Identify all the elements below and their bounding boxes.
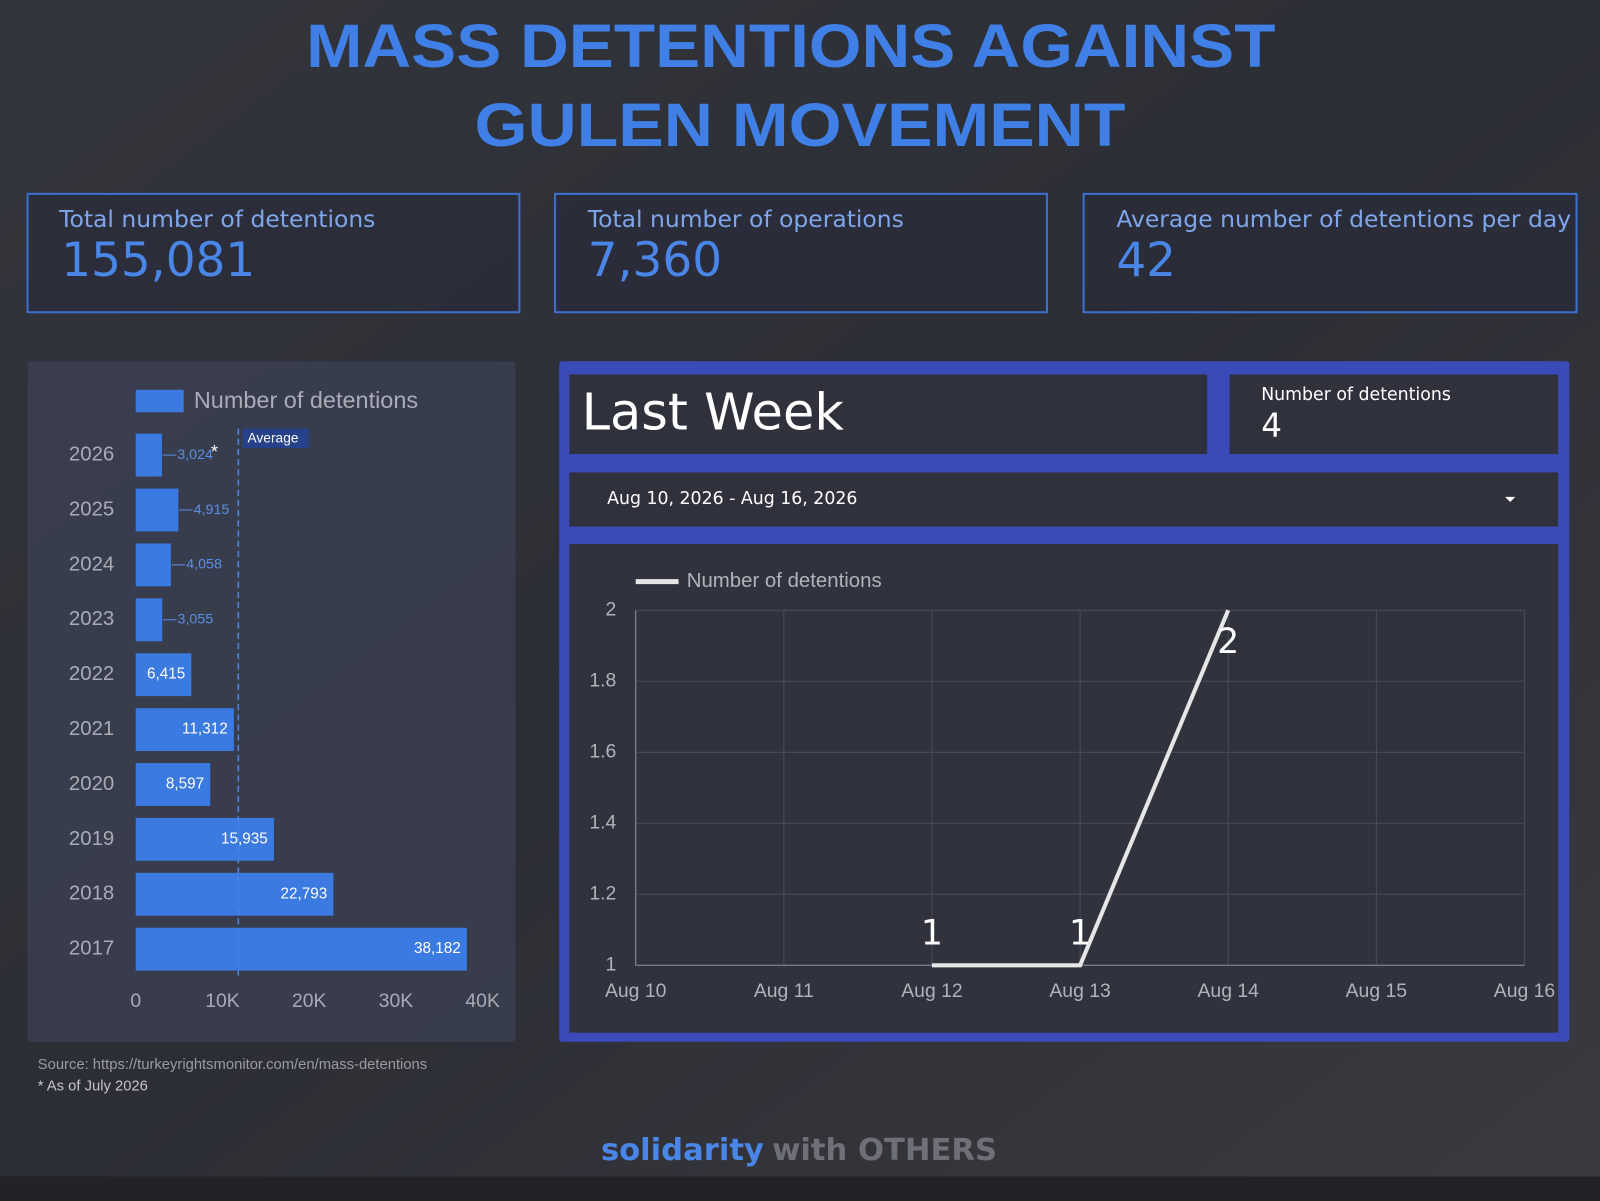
scorecard-label: Number of detentions [1261, 385, 1451, 405]
y-tick-label: 2025 [69, 498, 114, 520]
data-label: 8,597 [166, 776, 204, 793]
y-tick-label: 1.8 [589, 669, 616, 691]
y-tick-label: 1.4 [589, 811, 616, 833]
data-label: 4,915 [194, 502, 230, 518]
footer-brand-word: solidarity [601, 1133, 764, 1168]
data-label: 4,058 [186, 557, 222, 573]
kpi-value: 155,081 [61, 233, 255, 288]
average-label-box [242, 428, 309, 448]
x-tick-label: Aug 12 [901, 980, 962, 1002]
x-tick-label: Aug 14 [1198, 980, 1260, 1002]
data-label: 6,415 [147, 666, 185, 683]
kpi-card [26, 192, 521, 314]
y-tick-label: 2017 [69, 938, 114, 960]
bar-chart: Number of detentions 0 10K 20K 30K 40K 2026 3,0… [69, 387, 500, 1012]
title-panel [569, 374, 1208, 455]
page-title: GULEN MOVEMENT [474, 91, 1125, 159]
y-tick-label: 2022 [69, 663, 114, 685]
bar [135, 598, 163, 642]
bar [135, 817, 274, 861]
bar [135, 488, 179, 532]
x-tick-label: Aug 10 [605, 980, 667, 1002]
x-tick-label: 30K [379, 990, 414, 1012]
x-tick-label: Aug 16 [1494, 980, 1555, 1002]
data-label: 3,055 [178, 612, 214, 628]
y-tick-label: 2021 [69, 718, 114, 740]
kpi-label: Average number of detentions per day [1116, 205, 1571, 233]
y-tick-label: 2026 [69, 443, 114, 465]
data-label: 3,024 [177, 447, 213, 463]
line-chart-panel [569, 543, 1559, 1033]
x-tick-label: 20K [292, 990, 327, 1012]
x-tick-label: 0 [130, 990, 141, 1012]
bar [135, 653, 192, 697]
average-label: Average [247, 430, 298, 445]
bar [135, 927, 467, 971]
y-tick-label: 2019 [69, 828, 114, 850]
bar [135, 433, 162, 477]
bar [135, 763, 211, 806]
y-tick-label: 2018 [69, 883, 114, 905]
y-tick-label: 2024 [69, 553, 114, 575]
x-tick-label: Aug 15 [1346, 980, 1407, 1002]
data-label: 2 [1217, 622, 1239, 662]
x-tick-label: 10K [205, 990, 240, 1012]
x-tick-label: Aug 13 [1049, 980, 1110, 1002]
legend-label: Number of detentions [194, 387, 418, 413]
footer-tagline: with OTHERS [772, 1133, 997, 1168]
kpi-label: Total number of operations [587, 205, 904, 233]
data-label: 22,793 [280, 885, 327, 902]
footnote: * As of July 2026 [38, 1079, 148, 1095]
y-tick-label: 2 [606, 598, 617, 620]
bar [135, 708, 234, 752]
kpi-value: 7,360 [588, 233, 722, 288]
page-title: MASS DETENTIONS AGAINST [306, 12, 1275, 80]
bar [135, 872, 334, 916]
legend-swatch [135, 389, 184, 413]
scorecard-value: 4 [1261, 407, 1282, 445]
annotation: * [211, 441, 218, 462]
legend-label: Number of detentions [687, 570, 882, 592]
y-tick-label: 2020 [69, 773, 114, 795]
data-label: 1 [921, 914, 943, 954]
line-chart: Number of detentions 1 1.2 1.4 1.6 1.8 2 Aug 10… [589, 570, 1555, 1002]
y-tick-label: 1.2 [589, 882, 616, 904]
footer-brand: solidarity with OTHERS [601, 1133, 997, 1168]
panel-title: Last Week [582, 383, 845, 442]
scorecard [1229, 374, 1559, 455]
bottom-strip [0, 1176, 1600, 1201]
date-range-text: Aug 10, 2026 - Aug 16, 2026 [607, 489, 857, 509]
kpi-label: Total number of detentions [58, 205, 375, 233]
kpi-card [554, 192, 1048, 314]
data-label: 1 [1069, 914, 1091, 954]
y-tick-label: 1.6 [589, 740, 616, 762]
x-tick-label: Aug 11 [754, 980, 814, 1002]
y-tick-label: 2023 [69, 608, 114, 630]
y-tick-label: 1 [606, 953, 617, 975]
data-label: 15,935 [221, 830, 268, 847]
kpi-card [1082, 192, 1578, 314]
bar [135, 543, 171, 587]
kpi-value: 42 [1116, 233, 1176, 288]
source-note: Source: https://turkeyrightsmonitor.com/… [38, 1057, 427, 1073]
dropdown-caret[interactable] [1505, 496, 1516, 503]
data-label: 11,312 [182, 721, 228, 738]
x-tick-label: 40K [465, 990, 500, 1012]
line [931, 609, 1231, 968]
date-range-picker[interactable] [569, 472, 1559, 527]
data-label: 38,182 [414, 940, 461, 957]
